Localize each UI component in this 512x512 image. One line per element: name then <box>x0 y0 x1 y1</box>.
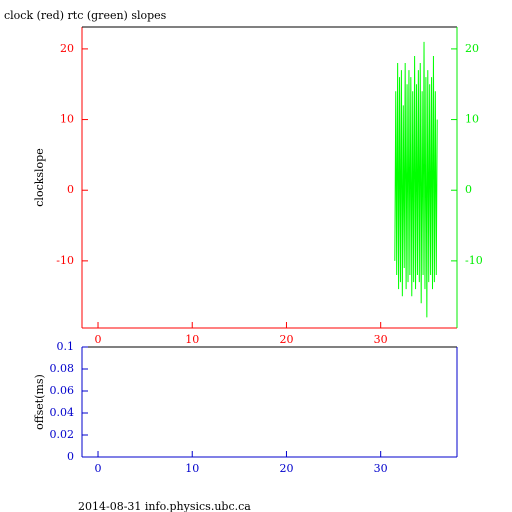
chart-title: clock (red) rtc (green) slopes <box>4 9 167 22</box>
y-tick-label: 10 <box>60 113 74 126</box>
x-tick-label: 0 <box>95 462 102 475</box>
y2-tick-label: 10 <box>465 113 479 126</box>
x-tick-label: 20 <box>279 462 293 475</box>
y-tick-label: 0 <box>67 183 74 196</box>
x-tick-label: 10 <box>185 333 199 346</box>
y-tick-label: 0.04 <box>50 406 75 419</box>
y-tick-label: 0.02 <box>50 428 75 441</box>
y-tick-label: 0.08 <box>50 362 75 375</box>
y-tick-label: 0 <box>67 450 74 463</box>
y2-tick-label: 0 <box>465 183 472 196</box>
y2-tick-label: 20 <box>465 42 479 55</box>
y2-tick-label: -10 <box>465 254 483 267</box>
y-tick-label: 20 <box>60 42 74 55</box>
footer: 2014-08-31 info.physics.ubc.ca <box>78 500 251 512</box>
series-line <box>394 41 438 318</box>
x-tick-label: 20 <box>279 333 293 346</box>
x-tick-label: 30 <box>374 333 388 346</box>
y-tick-label: 0.1 <box>57 340 75 353</box>
y-tick-label: 0.06 <box>50 384 75 397</box>
y-tick-label: -10 <box>56 254 74 267</box>
x-tick-label: 0 <box>95 333 102 346</box>
y-axis-label: offset(ms) <box>33 374 46 430</box>
y-axis-label: clockslope <box>33 148 46 206</box>
x-tick-label: 10 <box>185 462 199 475</box>
x-tick-label: 30 <box>374 462 388 475</box>
